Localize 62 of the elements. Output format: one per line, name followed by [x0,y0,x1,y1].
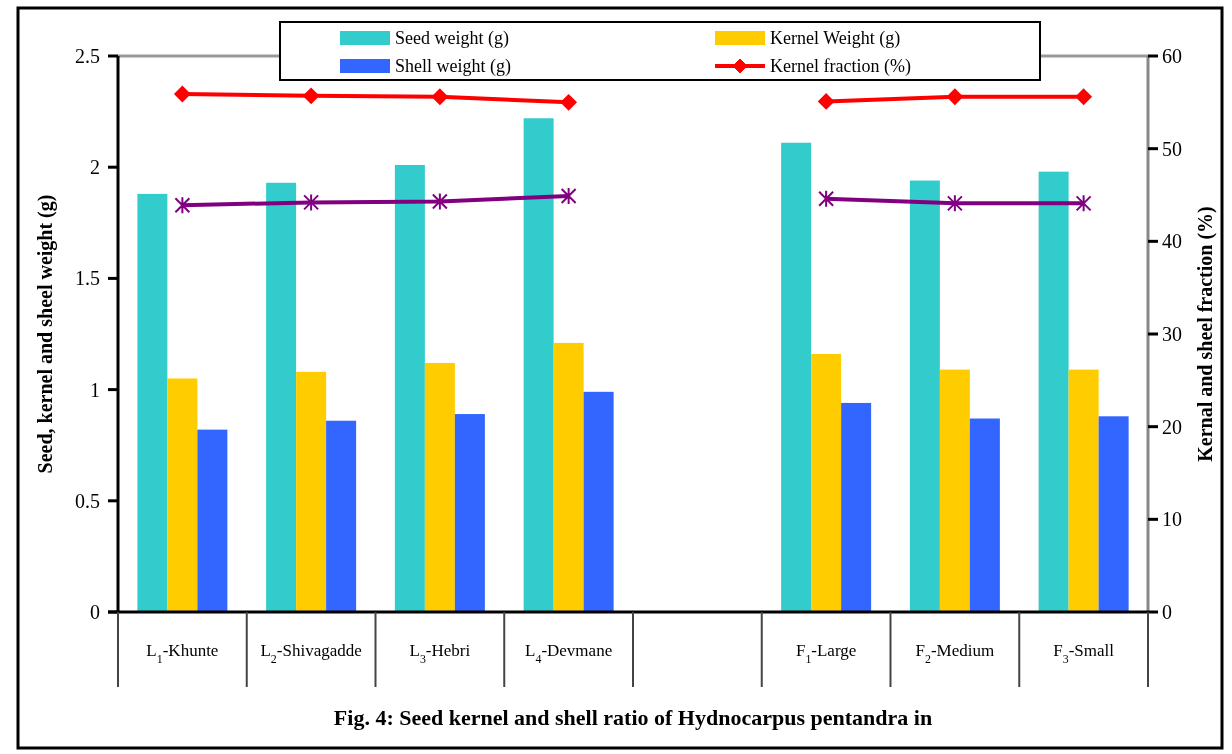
point [174,85,191,102]
x-tick-label: F$_{2}$-Medium [915,641,995,666]
point [818,189,835,208]
bar [583,391,614,612]
y2-tick-label: 0 [1162,601,1172,623]
x-tick-label: F$_{1}$-Large [795,641,857,666]
x-tick-label: F$_{3}$-Small [1053,641,1115,666]
legend-label: Shell weight (g) [395,56,511,78]
bar [266,182,297,612]
legend-label: Kernel Weight (g) [770,28,901,50]
bar [909,180,940,612]
y2-tick-label: 10 [1162,508,1182,531]
point [431,88,448,105]
y2-tick-label: 60 [1162,45,1182,67]
bar [781,142,812,612]
y2-tick-label: 20 [1162,415,1182,438]
y-tick-label: 0 [90,601,100,623]
y-tick-label: 0.5 [75,489,100,512]
point [946,194,963,213]
point [818,93,835,110]
legend-label: Seed weight (g) [395,28,509,50]
legend-label: Kernel fraction (%) [770,56,911,78]
y-axis-title: Seed, kernel and sheel weight (g) [34,194,57,474]
y-tick-label: 1.5 [75,267,100,290]
bar [424,362,455,612]
point [560,186,577,205]
point [431,192,448,211]
point [1075,88,1092,105]
bar [969,418,1000,612]
y-tick-label: 2 [90,156,100,179]
bar [1098,416,1129,612]
bar [394,164,425,612]
x-tick-label: L$_{2}$-Shivagadde [260,641,362,666]
y2-axis-title: Kernal and sheel fraction (%) [1194,206,1217,462]
bar [523,118,554,612]
point [1075,194,1092,213]
bar [553,342,584,612]
bar [811,354,842,612]
bar [454,414,485,612]
y2-tick-label: 30 [1162,323,1182,345]
bar [197,429,228,612]
y-tick-label: 1 [90,378,100,401]
x-tick-label: L$_{3}$-Hebri [409,641,471,666]
text: Fig. 4: Seed kernel and shell ratio of Hydnocarpus pentandra in [333,705,933,730]
bar [841,402,872,612]
point [174,196,191,215]
bar [137,193,168,612]
y2-tick-label: 50 [1162,137,1182,160]
bar [1038,171,1069,612]
point [303,87,320,104]
y2-tick-label: 40 [1162,230,1182,253]
point [303,193,320,212]
point [946,88,963,105]
bar [167,378,198,612]
x-tick-label: L$_{1}$-Khunte [146,641,219,666]
bar [326,420,357,612]
bar [939,369,970,612]
bar [296,371,327,612]
point [560,94,577,111]
y-tick-label: 2.5 [75,45,100,67]
bar [1068,369,1099,612]
x-tick-label: L$_{4}$-Devmane [525,641,613,666]
